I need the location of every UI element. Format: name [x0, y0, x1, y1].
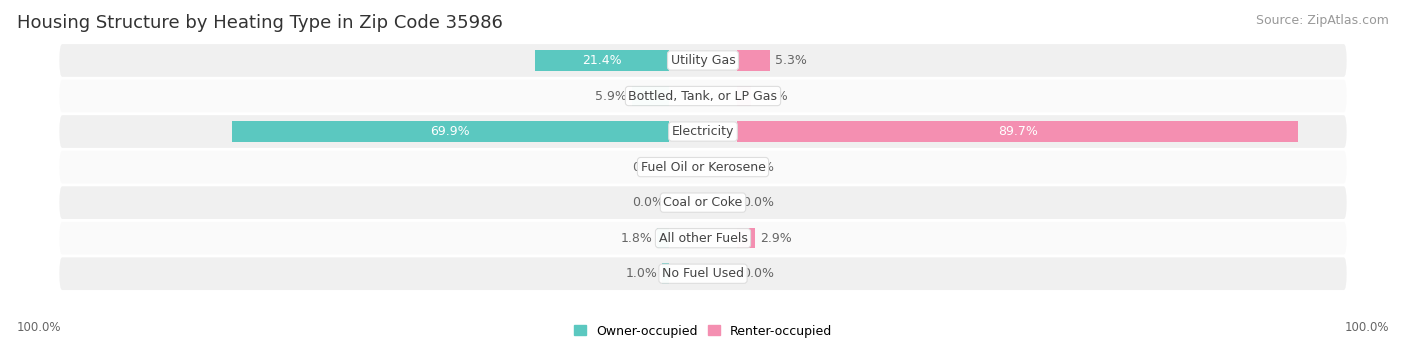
Text: No Fuel Used: No Fuel Used — [662, 267, 744, 280]
Bar — [737, 50, 770, 71]
FancyBboxPatch shape — [59, 257, 1347, 290]
Text: Electricity: Electricity — [672, 125, 734, 138]
Bar — [631, 86, 669, 106]
Bar — [232, 121, 669, 142]
Bar — [662, 263, 669, 284]
Text: 2.2%: 2.2% — [756, 89, 787, 103]
Bar — [737, 86, 751, 106]
Text: 1.8%: 1.8% — [620, 232, 652, 245]
Text: 1.0%: 1.0% — [626, 267, 658, 280]
Text: Coal or Coke: Coal or Coke — [664, 196, 742, 209]
FancyBboxPatch shape — [59, 80, 1347, 112]
Text: 21.4%: 21.4% — [582, 54, 621, 67]
FancyBboxPatch shape — [59, 115, 1347, 148]
Text: 69.9%: 69.9% — [430, 125, 470, 138]
Text: 5.3%: 5.3% — [776, 54, 807, 67]
FancyBboxPatch shape — [59, 186, 1347, 219]
Text: 0.0%: 0.0% — [742, 196, 775, 209]
Text: 2.9%: 2.9% — [761, 232, 792, 245]
Legend: Owner-occupied, Renter-occupied: Owner-occupied, Renter-occupied — [568, 320, 838, 341]
Bar — [534, 50, 669, 71]
Text: 0.0%: 0.0% — [742, 161, 775, 174]
Text: Source: ZipAtlas.com: Source: ZipAtlas.com — [1256, 14, 1389, 27]
FancyBboxPatch shape — [59, 222, 1347, 254]
Text: 0.0%: 0.0% — [631, 161, 664, 174]
FancyBboxPatch shape — [59, 44, 1347, 77]
Bar — [737, 228, 755, 249]
Bar — [658, 228, 669, 249]
Text: 5.9%: 5.9% — [595, 89, 627, 103]
Text: 89.7%: 89.7% — [998, 125, 1038, 138]
Bar — [737, 121, 1298, 142]
Text: Bottled, Tank, or LP Gas: Bottled, Tank, or LP Gas — [628, 89, 778, 103]
Text: 0.0%: 0.0% — [742, 267, 775, 280]
Text: 0.0%: 0.0% — [631, 196, 664, 209]
Text: Utility Gas: Utility Gas — [671, 54, 735, 67]
Text: All other Fuels: All other Fuels — [658, 232, 748, 245]
Text: 100.0%: 100.0% — [1344, 321, 1389, 334]
Text: Housing Structure by Heating Type in Zip Code 35986: Housing Structure by Heating Type in Zip… — [17, 14, 503, 32]
FancyBboxPatch shape — [59, 151, 1347, 183]
Text: 100.0%: 100.0% — [17, 321, 62, 334]
Text: Fuel Oil or Kerosene: Fuel Oil or Kerosene — [641, 161, 765, 174]
